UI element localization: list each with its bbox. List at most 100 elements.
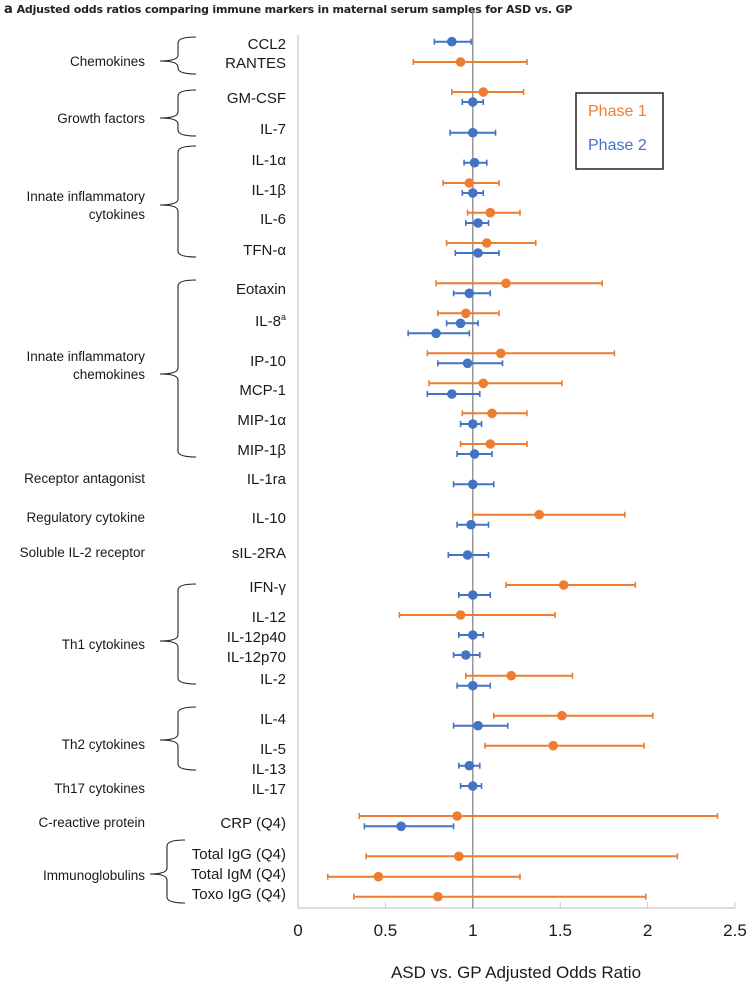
- group-label: cytokines: [89, 207, 146, 222]
- group-brace: [159, 583, 197, 685]
- estimate-phase1: [484, 740, 645, 751]
- marker-label: MIP-1β: [237, 442, 286, 459]
- marker-label: GM-CSF: [227, 90, 286, 107]
- estimate-phase2: [456, 680, 492, 691]
- odds-ratio-point: [464, 760, 475, 771]
- odds-ratio-point: [501, 278, 511, 289]
- group-label: Chemokines: [70, 54, 145, 69]
- odds-ratio-point: [468, 781, 478, 791]
- odds-ratio-point: [464, 178, 475, 188]
- x-tick-label: 1.5: [548, 921, 572, 940]
- estimate-phase1: [459, 439, 528, 449]
- estimate-phase1: [471, 509, 626, 520]
- odds-ratio-point: [468, 419, 478, 429]
- estimate-phase2: [459, 781, 483, 791]
- x-tick-label: 1: [468, 921, 477, 940]
- estimate-phase2: [452, 720, 509, 731]
- odds-ratio-point: [469, 157, 480, 168]
- marker-label: IL-12p70: [227, 649, 286, 666]
- estimate-phase2: [433, 36, 472, 47]
- estimate-phase2: [452, 479, 495, 490]
- odds-ratio-point: [468, 680, 478, 691]
- estimate-phase2: [465, 218, 490, 228]
- odds-ratio-point: [473, 720, 483, 731]
- estimate-phase1: [461, 408, 528, 419]
- odds-ratio-point: [485, 207, 496, 218]
- odds-ratio-point: [455, 318, 466, 329]
- estimate-phase1: [445, 238, 537, 248]
- estimate-phase2: [449, 127, 497, 138]
- estimate-phase2: [458, 590, 492, 600]
- odds-ratio-point: [461, 650, 471, 660]
- odds-ratio-point: [506, 670, 517, 681]
- chart-title: a Adjusted odds ratios comparing immune m…: [4, 2, 572, 17]
- marker-label: IL-2: [260, 671, 286, 688]
- odds-ratio-point: [469, 449, 480, 459]
- odds-ratio-point: [495, 348, 506, 359]
- chart-title-text: Adjusted odds ratios comparing immune ma…: [16, 3, 573, 16]
- marker-label: IL-1ra: [247, 471, 287, 488]
- marker-label: IL-12p40: [227, 629, 286, 646]
- group-labels: Chemokines Growth factors Innate inflammat…: [20, 36, 197, 904]
- estimate-phase2: [461, 97, 485, 107]
- estimate-phase1: [353, 891, 647, 902]
- group-brace: [159, 36, 197, 75]
- marker-label: IL-8a: [255, 312, 286, 330]
- estimate-phase1: [428, 378, 563, 389]
- marker-labels: CCL2 RANTES GM-CSF IL-7 IL-1α IL-1β IL-6 TFN-α E…: [191, 36, 287, 903]
- odds-ratio-point: [478, 378, 489, 389]
- estimate-phase2: [445, 318, 479, 329]
- odds-ratio-point: [478, 87, 489, 97]
- estimate-phase2: [461, 188, 485, 198]
- estimate-phase2: [456, 449, 493, 459]
- marker-label: IL-17: [252, 781, 286, 798]
- legend-entry-phase2: Phase 2: [588, 137, 647, 154]
- group-label: Th17 cytokines: [54, 781, 145, 796]
- marker-label: CCL2: [248, 36, 286, 53]
- estimate-phase1: [466, 207, 521, 218]
- marker-label: IL-5: [260, 741, 286, 758]
- legend-box: [575, 92, 664, 170]
- marker-label: Total IgM (Q4): [191, 866, 286, 883]
- x-tick-label: 0.5: [374, 921, 398, 940]
- marker-label: IL-1β: [252, 182, 287, 199]
- group-label: Th1 cytokines: [62, 637, 146, 652]
- group-brace: [159, 145, 197, 258]
- odds-ratio-point: [433, 891, 443, 902]
- estimate-phase2: [459, 419, 483, 429]
- legend: Phase 1 Phase 2: [575, 92, 664, 170]
- odds-ratio-point: [481, 238, 492, 248]
- estimate-phase2: [452, 650, 481, 660]
- estimate-phase2: [456, 519, 490, 530]
- estimate-phase2: [407, 328, 471, 339]
- estimate-phase1: [326, 871, 521, 882]
- marker-label: IL-1α: [251, 152, 286, 169]
- x-axis-label: ASD vs. GP Adjusted Odds Ratio: [391, 963, 641, 982]
- group-label: Th2 cytokines: [62, 737, 146, 752]
- estimate-phase2: [458, 630, 485, 640]
- marker-label: IL-12: [252, 609, 286, 626]
- odds-ratio-point: [464, 288, 475, 299]
- group-brace: [159, 279, 197, 458]
- estimate-phase1: [442, 178, 500, 188]
- marker-label: TFN-α: [243, 242, 286, 259]
- estimate-phase1: [365, 851, 679, 862]
- marker-label: Toxo IgG (Q4): [192, 886, 286, 903]
- odds-ratio-point: [396, 821, 406, 832]
- odds-ratio-point: [455, 610, 466, 620]
- marker-label: IL-6: [260, 211, 286, 228]
- group-label: Innate inflammatory: [26, 349, 145, 364]
- legend-entry-phase1: Phase 1: [588, 103, 647, 120]
- odds-ratio-point: [452, 811, 462, 821]
- marker-label: MCP-1: [239, 382, 286, 399]
- x-tick-label: 2.5: [723, 921, 747, 940]
- estimate-phase1: [437, 308, 500, 319]
- odds-ratio-point: [487, 408, 497, 419]
- odds-ratio-point: [548, 740, 559, 751]
- odds-ratio-point: [534, 509, 545, 520]
- estimate-phase2: [363, 821, 455, 832]
- marker-label: IFN-γ: [249, 579, 286, 596]
- odds-ratio-point: [373, 871, 384, 882]
- x-tick-label: 0: [293, 921, 302, 940]
